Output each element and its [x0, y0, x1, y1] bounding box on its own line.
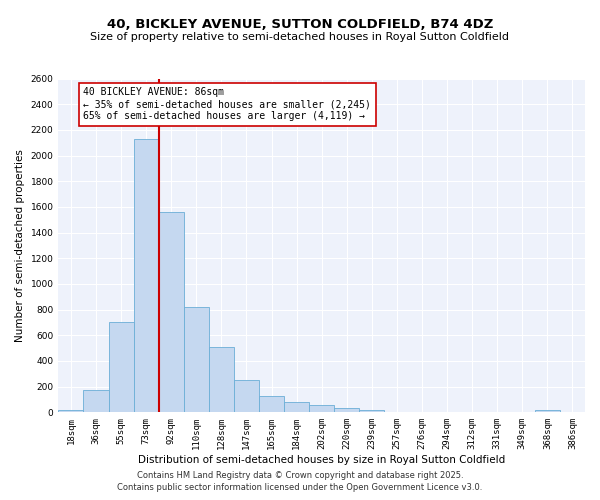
Bar	[284, 402, 309, 412]
X-axis label: Distribution of semi-detached houses by size in Royal Sutton Coldfield: Distribution of semi-detached houses by …	[138, 455, 505, 465]
Y-axis label: Number of semi-detached properties: Number of semi-detached properties	[15, 149, 25, 342]
Bar	[234, 380, 259, 412]
Text: 40 BICKLEY AVENUE: 86sqm
← 35% of semi-detached houses are smaller (2,245)
65% o: 40 BICKLEY AVENUE: 86sqm ← 35% of semi-d…	[83, 88, 371, 120]
Bar	[159, 212, 184, 412]
Bar	[83, 390, 109, 412]
Bar	[184, 307, 209, 412]
Bar	[535, 410, 560, 412]
Text: Size of property relative to semi-detached houses in Royal Sutton Coldfield: Size of property relative to semi-detach…	[91, 32, 509, 42]
Bar	[259, 396, 284, 412]
Bar	[334, 408, 359, 412]
Bar	[58, 410, 83, 412]
Bar	[359, 410, 385, 412]
Text: 40, BICKLEY AVENUE, SUTTON COLDFIELD, B74 4DZ: 40, BICKLEY AVENUE, SUTTON COLDFIELD, B7…	[107, 18, 493, 30]
Bar	[309, 404, 334, 412]
Bar	[134, 139, 159, 412]
Bar	[209, 347, 234, 412]
Text: Contains HM Land Registry data © Crown copyright and database right 2025.
Contai: Contains HM Land Registry data © Crown c…	[118, 471, 482, 492]
Bar	[109, 322, 134, 412]
